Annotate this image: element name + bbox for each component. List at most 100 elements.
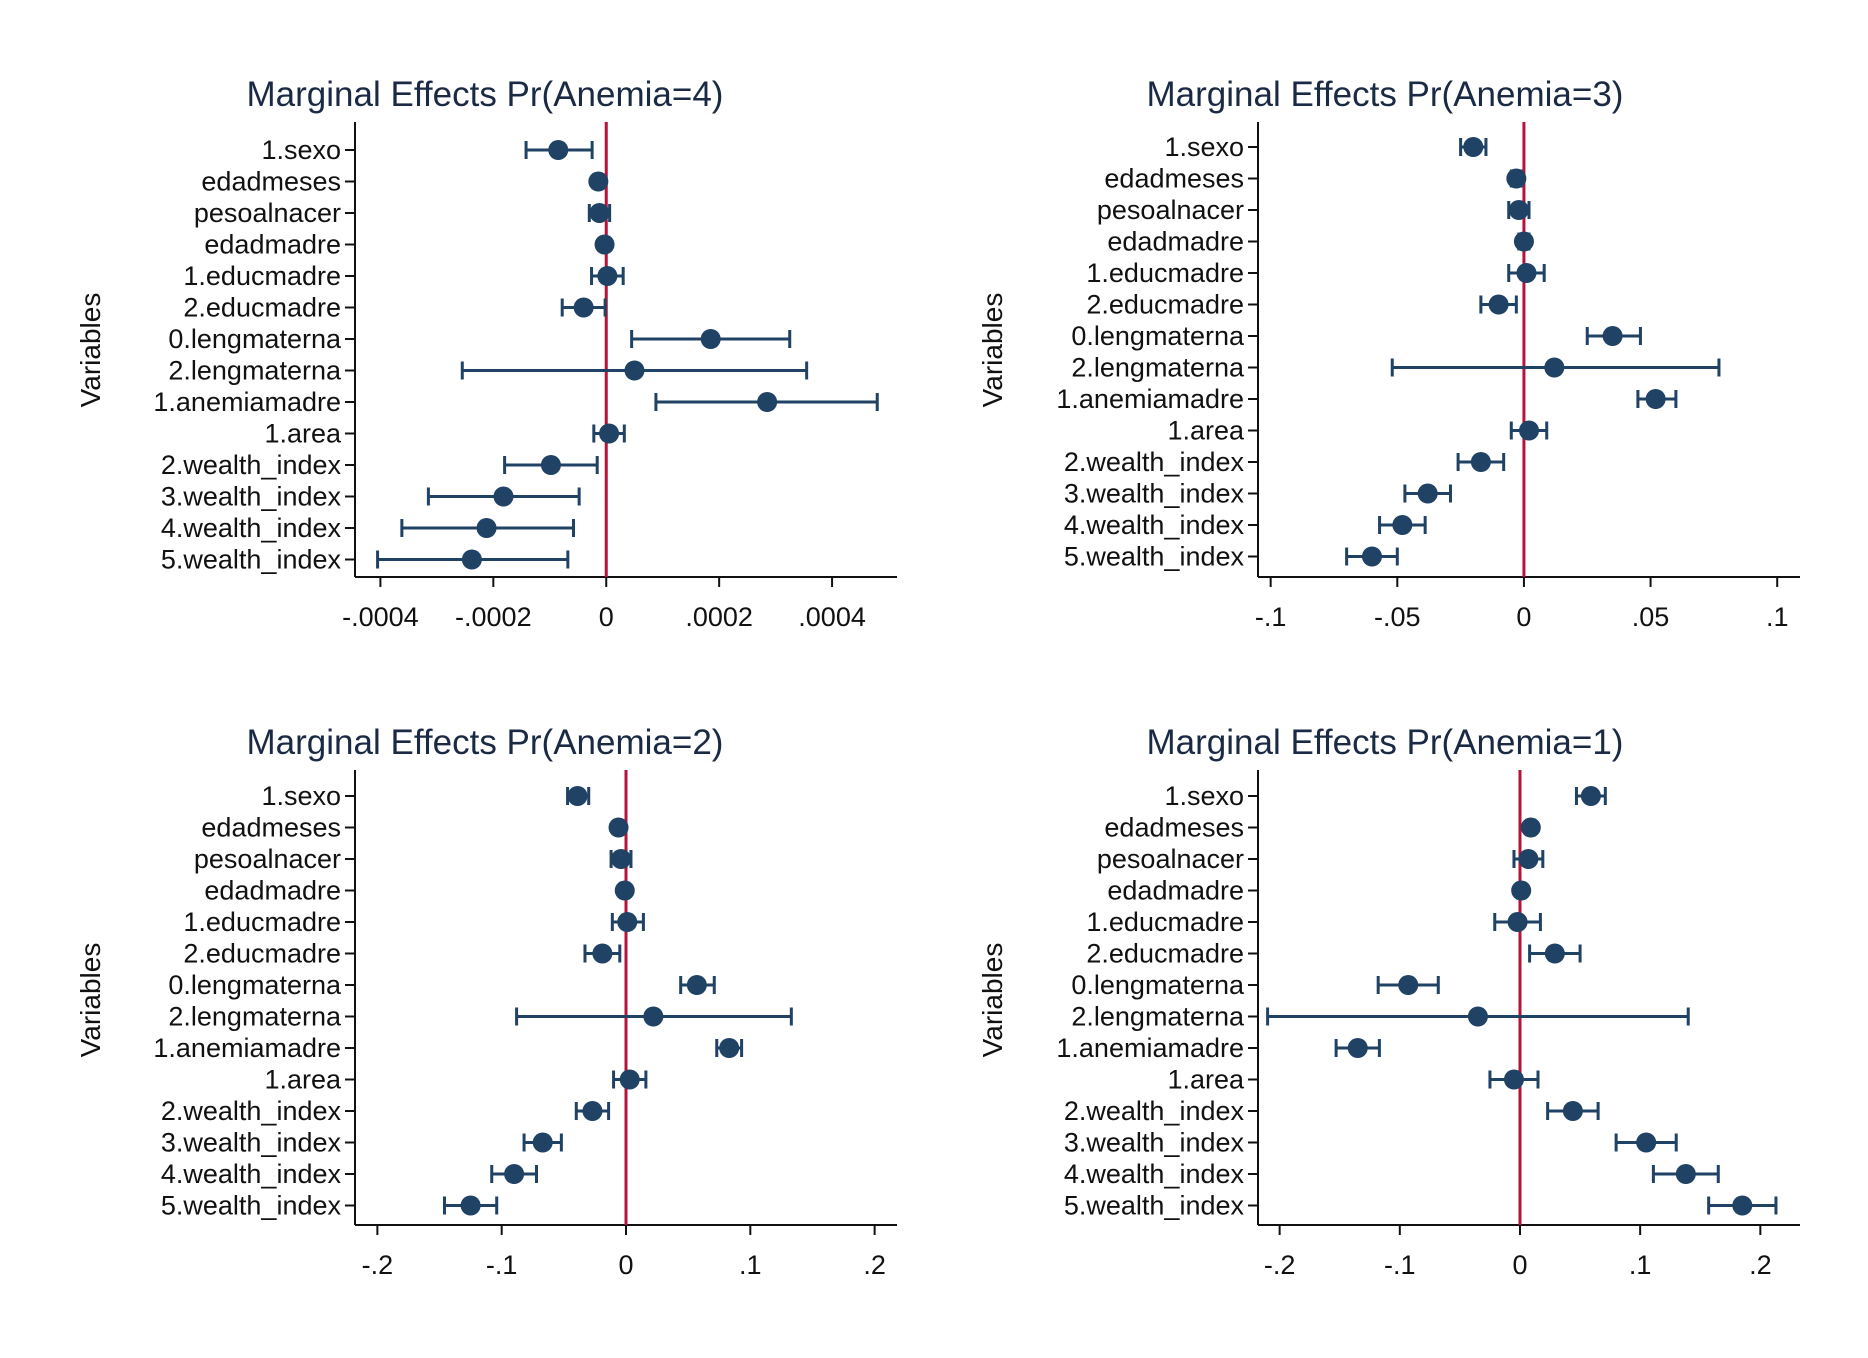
- panel-4-point-2.wealth_index: [1562, 1101, 1583, 1121]
- panel-1-category-label: pesoalnacer: [194, 198, 341, 228]
- panel-2-x-tick-label: .1: [1766, 602, 1789, 632]
- panel-2-point-1.sexo: [1463, 137, 1484, 157]
- panel-1-point-edadmeses: [588, 171, 609, 192]
- panel-4-point-1.area: [1503, 1069, 1524, 1090]
- panel-3-point-5.wealth_index: [460, 1195, 481, 1216]
- panel-3-category-label: 2.lengmaterna: [168, 1002, 342, 1032]
- panel-4-title: Marginal Effects Pr(Anemia=1): [1147, 723, 1624, 762]
- panel-1-category-label: 1.anemiamadre: [153, 387, 341, 417]
- panel-2-ylabel: Variables: [977, 293, 1008, 408]
- panel-3-title: Marginal Effects Pr(Anemia=2): [247, 723, 724, 762]
- panel-3-x-tick-label: 0: [618, 1250, 633, 1280]
- panel-3-x-tick-label: -.1: [486, 1250, 518, 1280]
- panel-1-category-label: 2.lengmaterna: [168, 356, 342, 386]
- panel-4-x-tick-label: -.1: [1384, 1250, 1416, 1280]
- panel-2-point-3.wealth_index: [1417, 483, 1438, 504]
- panel-4-x-tick-label: 0: [1512, 1250, 1527, 1280]
- panel-3-category-label: 1.area: [264, 1065, 342, 1095]
- panel-1-title: Marginal Effects Pr(Anemia=4): [247, 75, 724, 114]
- panel-1-category-label: 0.lengmaterna: [168, 324, 342, 354]
- panel-3-point-2.educmadre: [592, 943, 613, 964]
- panel-3-ylabel: Variables: [75, 943, 106, 1058]
- panel-4-category-label: edadmeses: [1104, 813, 1244, 843]
- panel-2-category-label: 0.lengmaterna: [1071, 321, 1245, 351]
- panel-2-category-label: 2.educmadre: [1086, 290, 1244, 320]
- panel-4-category-label: 2.wealth_index: [1064, 1096, 1245, 1126]
- panel-2-title: Marginal Effects Pr(Anemia=3): [1147, 75, 1624, 114]
- panel-4-category-label: 1.area: [1167, 1065, 1245, 1095]
- panel-2-point-pesoalnacer: [1508, 200, 1529, 220]
- panel-1-point-2.wealth_index: [540, 455, 561, 475]
- panel-1-category-label: edadmeses: [201, 167, 341, 197]
- panel-4-category-label: 5.wealth_index: [1064, 1191, 1245, 1221]
- panel-1-category-label: 4.wealth_index: [161, 513, 342, 543]
- panel-2-point-1.anemiamadre: [1645, 389, 1666, 409]
- panel-1-point-1.anemiamadre: [757, 392, 778, 412]
- panel-3-category-label: 0.lengmaterna: [168, 970, 342, 1000]
- panel-4-point-2.lengmaterna: [1467, 1006, 1488, 1027]
- panel-3-point-2.wealth_index: [582, 1101, 603, 1121]
- panel-3-point-4.wealth_index: [504, 1164, 525, 1184]
- panel-1-x-tick-label: -.0004: [342, 602, 419, 632]
- panel-2-category-label: 1.anemiamadre: [1056, 384, 1244, 414]
- panel-4-x-tick-label: .1: [1629, 1250, 1652, 1280]
- panel-3-x-tick-label: .1: [739, 1250, 762, 1280]
- panel-3-point-2.lengmaterna: [643, 1006, 664, 1027]
- panel-1-point-0.lengmaterna: [700, 329, 721, 349]
- panel-1-x-tick-label: -.0002: [455, 602, 532, 632]
- panel-1-point-1.sexo: [548, 140, 569, 160]
- panel-1-point-2.educmadre: [573, 297, 594, 318]
- panel-4-point-1.sexo: [1580, 786, 1601, 806]
- panel-4-category-label: edadmadre: [1107, 876, 1244, 906]
- panel-3-point-edadmeses: [608, 817, 629, 838]
- panel-3-category-label: edadmadre: [204, 876, 341, 906]
- panel-1-ylabel: Variables: [75, 293, 106, 408]
- panel-3-point-1.area: [619, 1069, 640, 1090]
- panel-2-category-label: 4.wealth_index: [1064, 510, 1245, 540]
- panel-4-category-label: pesoalnacer: [1097, 844, 1244, 874]
- panel-4-point-2.educmadre: [1544, 943, 1565, 964]
- panel-4-point-4.wealth_index: [1675, 1164, 1696, 1184]
- panel-4-category-label: 2.educmadre: [1086, 939, 1244, 969]
- panel-1-x-tick-label: 0: [599, 602, 614, 632]
- panel-4-point-3.wealth_index: [1636, 1132, 1657, 1153]
- panel-3-x-tick-label: -.2: [362, 1250, 394, 1280]
- panel-4-category-label: 2.lengmaterna: [1071, 1002, 1245, 1032]
- panel-3-point-pesoalnacer: [611, 849, 632, 869]
- panel-3-category-label: 2.wealth_index: [161, 1096, 342, 1126]
- panel-2-x-tick-label: .05: [1632, 602, 1670, 632]
- panel-2-point-5.wealth_index: [1361, 546, 1382, 567]
- panel-1-category-label: 2.wealth_index: [161, 450, 342, 480]
- panel-2-point-edadmeses: [1506, 168, 1527, 189]
- panel-1-point-pesoalnacer: [589, 203, 610, 223]
- panel-1-point-edadmadre: [594, 234, 615, 255]
- panel-4-category-label: 1.sexo: [1164, 781, 1244, 811]
- panel-3-point-3.wealth_index: [532, 1132, 553, 1153]
- panel-4-category-label: 1.educmadre: [1086, 907, 1244, 937]
- panel-2-point-4.wealth_index: [1392, 515, 1413, 535]
- panel-1-point-4.wealth_index: [476, 518, 497, 538]
- panel-2-point-1.area: [1519, 420, 1539, 441]
- panel-4-category-label: 1.anemiamadre: [1056, 1033, 1244, 1063]
- panel-2-point-1.educmadre: [1516, 263, 1537, 283]
- panel-3-x-tick-label: .2: [863, 1250, 886, 1280]
- panel-2-category-label: 1.sexo: [1164, 132, 1244, 162]
- panel-2-category-label: 2.lengmaterna: [1071, 353, 1245, 383]
- panel-3-category-label: 3.wealth_index: [161, 1128, 342, 1158]
- panel-1-point-1.area: [599, 423, 620, 444]
- panel-1-x-tick-label: .0002: [685, 602, 753, 632]
- panel-3-point-1.sexo: [567, 786, 588, 806]
- panel-4-ylabel: Variables: [977, 943, 1008, 1058]
- panel-2-point-2.wealth_index: [1470, 452, 1491, 472]
- panel-3-category-label: edadmeses: [201, 813, 341, 843]
- panel-3-category-label: pesoalnacer: [194, 844, 341, 874]
- panel-3-point-edadmadre: [614, 880, 635, 901]
- panel-1: Marginal Effects Pr(Anemia=4) Variables …: [75, 75, 897, 632]
- panel-1-category-label: 2.educmadre: [183, 293, 341, 323]
- panel-2-category-label: 1.educmadre: [1086, 258, 1244, 288]
- panel-2-category-label: 5.wealth_index: [1064, 542, 1245, 572]
- panel-4-point-edadmadre: [1511, 880, 1532, 901]
- panel-3: Marginal Effects Pr(Anemia=2) Variables …: [75, 723, 897, 1280]
- panel-1-point-3.wealth_index: [493, 486, 514, 507]
